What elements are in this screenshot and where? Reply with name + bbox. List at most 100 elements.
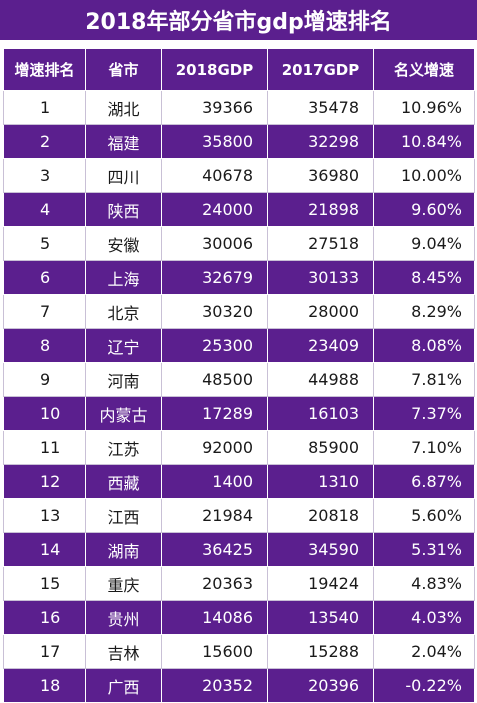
cell-gdp-2018: 1400	[161, 464, 268, 499]
header-gdp-2017: 2017GDP	[267, 48, 374, 91]
cell-region: 西藏	[85, 464, 162, 499]
header-gdp-2018: 2018GDP	[161, 48, 268, 91]
cell-gdp-2017: 23409	[267, 328, 374, 363]
gdp-growth-table: 增速排名 省市 2018GDP 2017GDP 名义增速 1 湖北 39366 354…	[3, 48, 475, 703]
cell-growth: 7.37%	[373, 396, 475, 431]
table-row: 13 江西 21984 20818 5.60%	[3, 498, 475, 533]
cell-rank: 6	[3, 260, 86, 295]
cell-rank: 11	[3, 430, 86, 465]
table-header-row: 增速排名 省市 2018GDP 2017GDP 名义增速	[3, 48, 475, 91]
table-row: 1 湖北 39366 35478 10.96%	[3, 90, 475, 125]
cell-gdp-2018: 92000	[161, 430, 268, 465]
cell-gdp-2017: 1310	[267, 464, 374, 499]
cell-growth: 6.87%	[373, 464, 475, 499]
table-row: 12 西藏 1400 1310 6.87%	[3, 464, 475, 499]
table-row: 15 重庆 20363 19424 4.83%	[3, 566, 475, 601]
table-row: 7 北京 30320 28000 8.29%	[3, 294, 475, 329]
cell-gdp-2018: 20363	[161, 566, 268, 601]
cell-gdp-2018: 14086	[161, 600, 268, 635]
cell-rank: 13	[3, 498, 86, 533]
cell-gdp-2018: 21984	[161, 498, 268, 533]
table-row: 17 吉林 15600 15288 2.04%	[3, 634, 475, 669]
table-row: 6 上海 32679 30133 8.45%	[3, 260, 475, 295]
cell-gdp-2018: 39366	[161, 90, 268, 125]
cell-gdp-2018: 25300	[161, 328, 268, 363]
table-row: 11 江苏 92000 85900 7.10%	[3, 430, 475, 465]
cell-region: 四川	[85, 158, 162, 193]
cell-growth: 9.60%	[373, 192, 475, 227]
cell-region: 北京	[85, 294, 162, 329]
cell-region: 福建	[85, 124, 162, 159]
cell-rank: 18	[3, 668, 86, 703]
cell-growth: 2.04%	[373, 634, 475, 669]
page-title: 2018年部分省市gdp增速排名	[0, 0, 477, 42]
cell-gdp-2017: 28000	[267, 294, 374, 329]
table-row: 18 广西 20352 20396 -0.22%	[3, 668, 475, 703]
table-row: 8 辽宁 25300 23409 8.08%	[3, 328, 475, 363]
table-row: 4 陕西 24000 21898 9.60%	[3, 192, 475, 227]
cell-rank: 17	[3, 634, 86, 669]
cell-gdp-2017: 15288	[267, 634, 374, 669]
cell-growth: 10.96%	[373, 90, 475, 125]
cell-growth: 8.45%	[373, 260, 475, 295]
table-row: 10 内蒙古 17289 16103 7.37%	[3, 396, 475, 431]
cell-rank: 2	[3, 124, 86, 159]
cell-region: 江西	[85, 498, 162, 533]
cell-gdp-2017: 35478	[267, 90, 374, 125]
cell-gdp-2017: 20396	[267, 668, 374, 703]
cell-growth: 5.31%	[373, 532, 475, 567]
cell-growth: 10.00%	[373, 158, 475, 193]
table-row: 14 湖南 36425 34590 5.31%	[3, 532, 475, 567]
table-row: 5 安徽 30006 27518 9.04%	[3, 226, 475, 261]
cell-region: 吉林	[85, 634, 162, 669]
table-row: 2 福建 35800 32298 10.84%	[3, 124, 475, 159]
cell-gdp-2017: 32298	[267, 124, 374, 159]
cell-region: 陕西	[85, 192, 162, 227]
header-region: 省市	[85, 48, 162, 91]
cell-rank: 12	[3, 464, 86, 499]
cell-growth: 4.03%	[373, 600, 475, 635]
cell-gdp-2018: 24000	[161, 192, 268, 227]
cell-region: 辽宁	[85, 328, 162, 363]
cell-region: 内蒙古	[85, 396, 162, 431]
cell-rank: 15	[3, 566, 86, 601]
cell-gdp-2017: 85900	[267, 430, 374, 465]
cell-rank: 5	[3, 226, 86, 261]
cell-gdp-2018: 20352	[161, 668, 268, 703]
cell-growth: 4.83%	[373, 566, 475, 601]
cell-rank: 1	[3, 90, 86, 125]
cell-region: 江苏	[85, 430, 162, 465]
cell-rank: 3	[3, 158, 86, 193]
table-body: 1 湖北 39366 35478 10.96% 2 福建 35800 32298 10.84% 3 四…	[3, 90, 475, 703]
cell-region: 广西	[85, 668, 162, 703]
cell-rank: 4	[3, 192, 86, 227]
cell-gdp-2018: 17289	[161, 396, 268, 431]
header-rank: 增速排名	[3, 48, 86, 91]
cell-region: 安徽	[85, 226, 162, 261]
cell-gdp-2018: 30006	[161, 226, 268, 261]
cell-gdp-2018: 32679	[161, 260, 268, 295]
cell-gdp-2017: 44988	[267, 362, 374, 397]
cell-growth: 5.60%	[373, 498, 475, 533]
table-row: 3 四川 40678 36980 10.00%	[3, 158, 475, 193]
cell-region: 湖南	[85, 532, 162, 567]
cell-growth: 8.29%	[373, 294, 475, 329]
cell-gdp-2018: 48500	[161, 362, 268, 397]
cell-rank: 9	[3, 362, 86, 397]
cell-gdp-2017: 30133	[267, 260, 374, 295]
cell-gdp-2017: 19424	[267, 566, 374, 601]
cell-gdp-2018: 40678	[161, 158, 268, 193]
cell-growth: -0.22%	[373, 668, 475, 703]
cell-gdp-2018: 35800	[161, 124, 268, 159]
cell-rank: 16	[3, 600, 86, 635]
cell-gdp-2017: 36980	[267, 158, 374, 193]
cell-gdp-2018: 30320	[161, 294, 268, 329]
cell-gdp-2017: 20818	[267, 498, 374, 533]
cell-growth: 10.84%	[373, 124, 475, 159]
cell-growth: 8.08%	[373, 328, 475, 363]
table-row: 16 贵州 14086 13540 4.03%	[3, 600, 475, 635]
cell-growth: 7.81%	[373, 362, 475, 397]
cell-growth: 7.10%	[373, 430, 475, 465]
cell-region: 上海	[85, 260, 162, 295]
